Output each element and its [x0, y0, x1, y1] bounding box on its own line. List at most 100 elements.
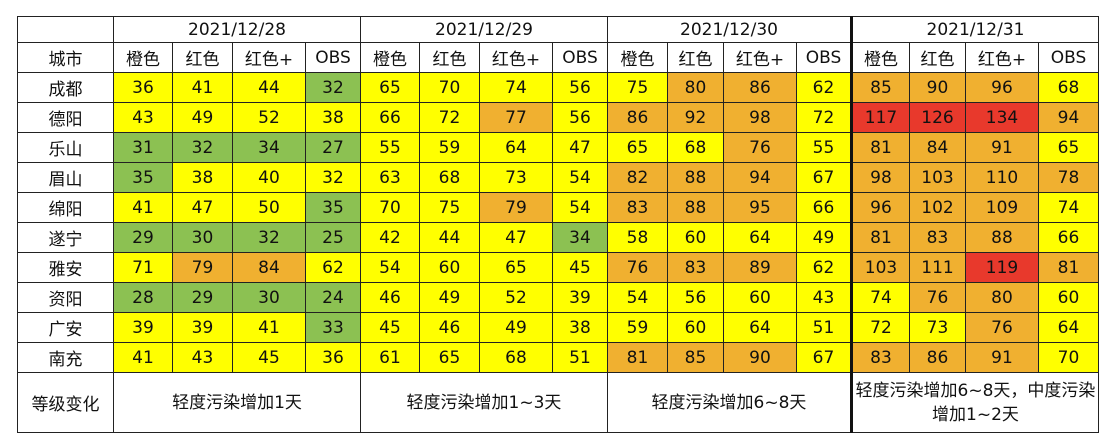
aqi-value-cell: 62 [796, 252, 852, 283]
summary-cell: 轻度污染增加1~3天 [360, 372, 608, 433]
level-column-header: 橙色 [360, 42, 420, 73]
aqi-value-cell: 59 [607, 312, 668, 343]
aqi-value-cell: 75 [607, 72, 668, 103]
aqi-value-cell: 71 [113, 252, 173, 283]
aqi-value-cell: 62 [796, 72, 852, 103]
aqi-value-cell: 47 [479, 222, 553, 253]
sub-header-row: 城市 橙色 红色 红色+ OBS 橙色 红色 红色+ OBS 橙色 红色 红色+ OBS 橙色 红色 红色+… [17, 42, 1099, 73]
city-column-header: 城市 [17, 42, 114, 73]
aqi-value-cell: 73 [479, 162, 553, 193]
aqi-value-cell: 94 [723, 162, 797, 193]
aqi-value-cell: 85 [667, 342, 724, 373]
aqi-value-cell: 60 [419, 252, 480, 283]
aqi-value-cell: 64 [479, 132, 553, 163]
table-row: 眉山 35 38 40 32 63 68 73 54 82 88 94 67 98 103 110 78 [17, 162, 1099, 193]
aqi-value-cell: 44 [232, 72, 306, 103]
aqi-value-cell: 41 [232, 312, 306, 343]
aqi-value-cell: 74 [850, 282, 910, 313]
aqi-value-cell: 45 [360, 312, 420, 343]
aqi-value-cell: 62 [305, 252, 361, 283]
aqi-value-cell: 54 [607, 282, 668, 313]
aqi-value-cell: 65 [1038, 132, 1099, 163]
aqi-value-cell: 103 [850, 252, 910, 283]
aqi-value-cell: 43 [172, 342, 233, 373]
aqi-value-cell: 43 [113, 102, 173, 133]
city-name: 德阳 [17, 102, 114, 133]
aqi-value-cell: 33 [305, 312, 361, 343]
aqi-value-cell: 74 [479, 72, 553, 103]
aqi-value-cell: 31 [113, 132, 173, 163]
aqi-value-cell: 54 [360, 252, 420, 283]
aqi-value-cell: 74 [1038, 192, 1099, 223]
aqi-value-cell: 90 [909, 72, 966, 103]
aqi-value-cell: 29 [172, 282, 233, 313]
aqi-value-cell: 41 [172, 72, 233, 103]
aqi-value-cell: 70 [419, 72, 480, 103]
aqi-value-cell: 68 [667, 132, 724, 163]
date-header: 2021/12/28 [113, 16, 361, 43]
aqi-value-cell: 47 [552, 132, 608, 163]
level-column-header: OBS [552, 42, 608, 73]
aqi-value-cell: 83 [607, 192, 668, 223]
table-row: 德阳 43 49 52 38 66 72 77 56 86 92 98 72 117 126 134 94 [17, 102, 1099, 133]
level-column-header: 红色 [172, 42, 233, 73]
aqi-value-cell: 49 [172, 102, 233, 133]
aqi-value-cell: 81 [1038, 252, 1099, 283]
aqi-value-cell: 60 [723, 282, 797, 313]
aqi-value-cell: 76 [909, 282, 966, 313]
date-header: 2021/12/29 [360, 16, 608, 43]
aqi-value-cell: 28 [113, 282, 173, 313]
summary-row: 等级变化 轻度污染增加1天 轻度污染增加1~3天 轻度污染增加6~8天 轻度污染… [17, 372, 1099, 433]
city-name: 乐山 [17, 132, 114, 163]
aqi-value-cell: 81 [850, 132, 910, 163]
aqi-value-cell: 86 [723, 72, 797, 103]
aqi-value-cell: 82 [607, 162, 668, 193]
aqi-value-cell: 34 [552, 222, 608, 253]
level-column-header: 红色 [419, 42, 480, 73]
level-column-header: 红色 [667, 42, 724, 73]
aqi-value-cell: 38 [305, 102, 361, 133]
level-column-header: OBS [796, 42, 852, 73]
aqi-value-cell: 44 [419, 222, 480, 253]
aqi-value-cell: 83 [667, 252, 724, 283]
aqi-value-cell: 30 [232, 282, 306, 313]
aqi-value-cell: 49 [419, 282, 480, 313]
level-column-header: 橙色 [850, 42, 910, 73]
aqi-value-cell: 42 [360, 222, 420, 253]
aqi-value-cell: 41 [113, 342, 173, 373]
level-column-header: 红色 [909, 42, 966, 73]
table-row: 绵阳 41 47 50 35 70 75 79 54 83 88 95 66 96 102 109 74 [17, 192, 1099, 223]
aqi-value-cell: 35 [113, 162, 173, 193]
aqi-value-cell: 134 [965, 102, 1039, 133]
date-header: 2021/12/30 [607, 16, 852, 43]
aqi-value-cell: 63 [360, 162, 420, 193]
aqi-value-cell: 96 [850, 192, 910, 223]
aqi-value-cell: 65 [479, 252, 553, 283]
aqi-value-cell: 38 [172, 162, 233, 193]
aqi-value-cell: 88 [965, 222, 1039, 253]
summary-cell: 轻度污染增加1天 [113, 372, 361, 433]
aqi-value-cell: 65 [360, 72, 420, 103]
aqi-value-cell: 103 [909, 162, 966, 193]
aqi-value-cell: 47 [172, 192, 233, 223]
date-header: 2021/12/31 [850, 16, 1099, 43]
aqi-value-cell: 34 [232, 132, 306, 163]
aqi-value-cell: 111 [909, 252, 966, 283]
aqi-value-cell: 85 [850, 72, 910, 103]
aqi-value-cell: 75 [419, 192, 480, 223]
table-row: 雅安 71 79 84 62 54 60 65 45 76 83 89 62 103 111 119 81 [17, 252, 1099, 283]
aqi-value-cell: 72 [796, 102, 852, 133]
aqi-value-cell: 30 [172, 222, 233, 253]
aqi-value-cell: 91 [965, 132, 1039, 163]
aqi-value-cell: 64 [1038, 312, 1099, 343]
aqi-value-cell: 40 [232, 162, 306, 193]
aqi-value-cell: 55 [360, 132, 420, 163]
aqi-value-cell: 78 [1038, 162, 1099, 193]
aqi-value-cell: 32 [305, 72, 361, 103]
aqi-value-cell: 84 [909, 132, 966, 163]
aqi-value-cell: 24 [305, 282, 361, 313]
level-column-header: 橙色 [113, 42, 173, 73]
aqi-value-cell: 52 [479, 282, 553, 313]
aqi-value-cell: 39 [172, 312, 233, 343]
aqi-value-cell: 41 [113, 192, 173, 223]
